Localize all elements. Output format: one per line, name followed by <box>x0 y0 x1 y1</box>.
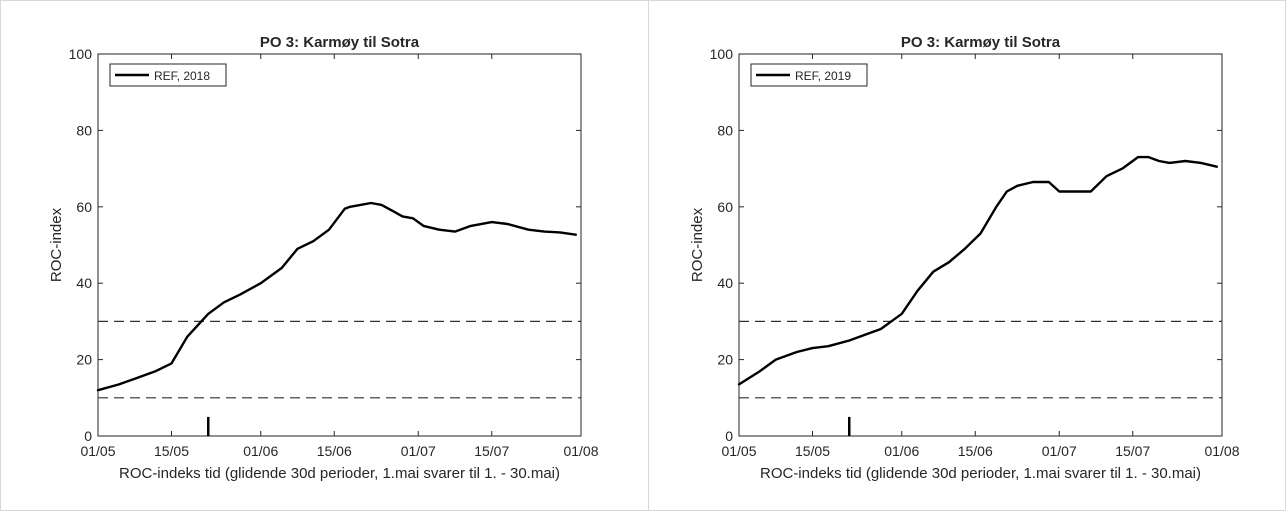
x-axis-label: ROC-indeks tid (glidende 30d perioder, 1… <box>119 465 560 482</box>
y-tick-label: 80 <box>717 122 733 138</box>
legend: REF, 2019 <box>750 63 868 87</box>
y-tick-label: 100 <box>710 46 734 62</box>
y-tick-label: 20 <box>76 352 92 368</box>
chart-title: PO 3: Karmøy til Sotra <box>260 34 420 51</box>
panel-divider <box>648 1 649 510</box>
x-tick-label: 01/05 <box>721 443 756 459</box>
legend-box <box>750 63 868 87</box>
y-axis-label: ROC-index <box>48 207 65 282</box>
y-tick-label: 0 <box>84 428 92 444</box>
chart-2018: PO 3: Karmøy til Sotra 0 20 40 60 80 100 01/05 1… <box>48 34 599 482</box>
y-tick-label: 80 <box>76 122 92 138</box>
plot-area-frame <box>97 53 582 437</box>
y-tick-label: 0 <box>725 428 733 444</box>
chart-panel-2019: PO 3: Karmøy til Sotra 0 20 40 60 80 100 01/05 1… <box>642 1 1282 510</box>
y-tick-label: 40 <box>76 275 92 291</box>
y-tick-label: 40 <box>717 275 733 291</box>
y-axis-label: ROC-index <box>689 207 706 282</box>
y-tick-label: 60 <box>717 199 733 215</box>
x-tick-label: 01/05 <box>80 443 115 459</box>
plot-area-frame <box>738 53 1223 437</box>
legend-label: REF, 2018 <box>154 69 210 83</box>
x-tick-label: 01/08 <box>563 443 598 459</box>
series-line <box>737 155 1218 386</box>
series-line <box>96 201 577 392</box>
x-tick-label: 15/05 <box>795 443 830 459</box>
x-tick-label: 01/07 <box>401 443 436 459</box>
y-tick-label: 60 <box>76 199 92 215</box>
y-tick-label: 100 <box>69 46 93 62</box>
x-tick-label: 15/07 <box>1115 443 1150 459</box>
x-axis-label: ROC-indeks tid (glidende 30d perioder, 1… <box>760 465 1201 482</box>
x-tick-label: 15/07 <box>474 443 509 459</box>
chart-title: PO 3: Karmøy til Sotra <box>901 34 1061 51</box>
x-tick-label: 01/06 <box>884 443 919 459</box>
legend: REF, 2018 <box>109 63 227 87</box>
chart-2019: PO 3: Karmøy til Sotra 0 20 40 60 80 100 01/05 1… <box>689 34 1240 482</box>
x-tick-label: 15/05 <box>154 443 189 459</box>
legend-label: REF, 2019 <box>795 69 851 83</box>
x-tick-label: 01/07 <box>1042 443 1077 459</box>
x-tick-label: 15/06 <box>317 443 352 459</box>
x-tick-label: 01/06 <box>243 443 278 459</box>
chart-panel-2018: PO 3: Karmøy til Sotra 0 20 40 60 80 100 01/05 1… <box>1 1 641 510</box>
y-tick-label: 20 <box>717 352 733 368</box>
legend-box <box>109 63 227 87</box>
x-tick-label: 15/06 <box>958 443 993 459</box>
x-tick-label: 01/08 <box>1204 443 1239 459</box>
